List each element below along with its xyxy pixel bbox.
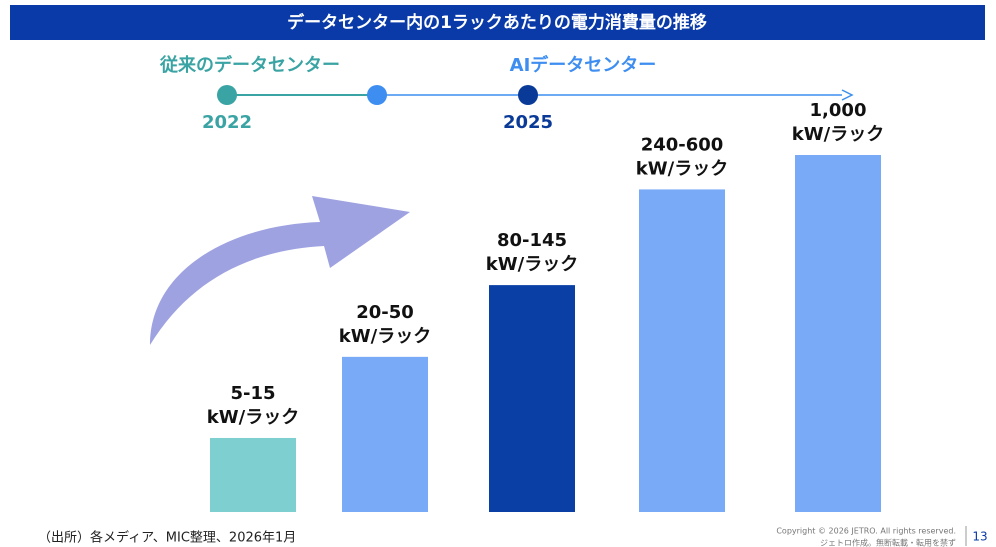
unit-label: kW/ラック: [339, 326, 431, 347]
unit-label: kW/ラック: [207, 407, 299, 428]
value-label: 20-50: [356, 302, 414, 323]
timeline-arrowhead: [842, 90, 852, 100]
timeline-dot: [367, 85, 387, 105]
year-label: 2025: [503, 112, 553, 133]
timeline-dot: [217, 85, 237, 105]
bar: [795, 155, 881, 512]
value-label: 5-15: [230, 383, 275, 404]
slide: データセンター内の1ラックあたりの電力消費量の推移 従来のデータセンター AIデ…: [0, 0, 996, 547]
source-note: （出所）各メディア、MIC整理、2026年1月: [38, 530, 296, 546]
unit-label: kW/ラック: [486, 254, 578, 275]
copyright-notice: ジェトロ作成。無断転載・転用を禁ず: [820, 538, 956, 547]
bar: [639, 189, 725, 512]
era-label: AIデータセンター: [510, 54, 657, 76]
unit-label: kW/ラック: [636, 158, 728, 179]
page-number: 13: [972, 530, 987, 544]
unit-label: kW/ラック: [792, 124, 884, 145]
value-label: 240-600: [641, 134, 724, 155]
year-label: 2022: [202, 112, 252, 133]
bar: [210, 438, 296, 512]
chart-title: データセンター内の1ラックあたりの電力消費量の推移: [287, 12, 707, 33]
timeline-dot: [518, 85, 538, 105]
bar: [342, 357, 428, 512]
value-label: 80-145: [497, 230, 567, 251]
value-label: 1,000: [810, 100, 867, 121]
era-label: 従来のデータセンター: [159, 54, 340, 76]
bar: [489, 285, 575, 512]
copyright: Copyright © 2026 JETRO. All rights reser…: [776, 527, 956, 536]
